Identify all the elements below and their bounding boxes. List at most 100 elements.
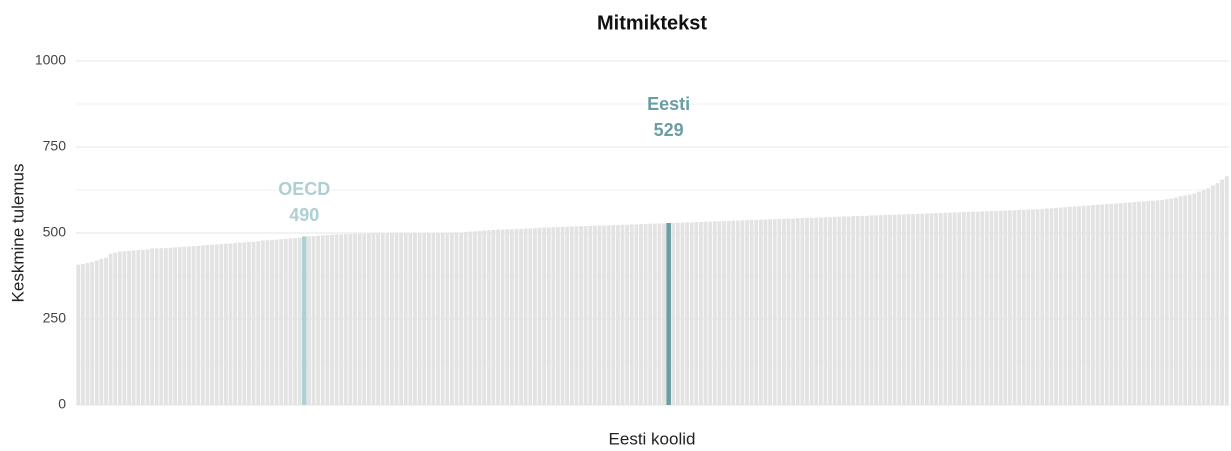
bar	[823, 217, 828, 405]
bar	[1086, 205, 1091, 405]
bar	[569, 226, 574, 405]
bar	[1114, 203, 1118, 405]
bar	[897, 214, 902, 405]
bar	[394, 233, 399, 405]
bar	[449, 232, 454, 405]
bar	[934, 213, 939, 405]
bar	[865, 215, 869, 405]
bar	[117, 251, 122, 405]
bar	[473, 231, 477, 405]
bar	[957, 212, 962, 405]
y-tick-label: 750	[43, 138, 67, 154]
bar	[228, 243, 233, 405]
y-tick-label: 0	[58, 396, 66, 412]
bar	[998, 210, 1003, 405]
bar	[145, 249, 150, 405]
bar	[293, 238, 297, 405]
bar	[1100, 204, 1105, 405]
bar	[113, 252, 118, 405]
bar	[94, 260, 99, 405]
bar	[343, 234, 348, 405]
bar	[943, 212, 948, 405]
bar	[417, 233, 422, 405]
bar	[994, 210, 998, 405]
bar	[542, 227, 547, 405]
bar	[1054, 207, 1058, 405]
bar	[680, 222, 685, 405]
bar	[699, 221, 703, 405]
bar	[1031, 209, 1035, 405]
bar	[320, 235, 325, 405]
bar	[675, 222, 680, 405]
bar	[1049, 208, 1054, 405]
bar	[689, 222, 694, 405]
bar	[1137, 201, 1141, 405]
bar	[519, 228, 523, 405]
bar	[620, 224, 625, 405]
bar	[1067, 206, 1072, 405]
bar	[726, 220, 731, 405]
bar	[85, 262, 90, 405]
bar	[717, 221, 722, 405]
bar	[846, 216, 851, 405]
bar	[874, 215, 879, 405]
bar	[357, 233, 362, 405]
bar	[971, 211, 975, 405]
value-label: 490	[289, 205, 319, 225]
bar	[740, 220, 745, 405]
bar	[1072, 206, 1077, 405]
y-axis-title: Keskmine tulemus	[8, 164, 27, 303]
bar	[514, 228, 519, 405]
bar	[330, 234, 334, 405]
bar	[892, 214, 897, 405]
bar	[1201, 190, 1206, 405]
bar	[1206, 188, 1211, 405]
bar	[376, 233, 380, 405]
bar	[500, 229, 505, 405]
bar	[482, 230, 487, 405]
bar	[219, 244, 224, 405]
bar	[560, 226, 565, 405]
bar	[722, 220, 726, 405]
bar	[1058, 207, 1063, 405]
bar	[805, 217, 809, 405]
bar	[528, 228, 533, 405]
bar	[251, 241, 256, 405]
bar	[288, 238, 293, 405]
bar	[606, 225, 611, 405]
bar	[980, 211, 985, 405]
bar	[385, 233, 390, 405]
bar	[662, 223, 666, 405]
bar	[551, 227, 556, 405]
bar	[108, 253, 113, 405]
bar	[938, 213, 943, 405]
highlight-label: Eesti	[647, 94, 690, 114]
bar	[122, 251, 127, 405]
y-tick-label: 500	[43, 224, 67, 240]
bar	[150, 248, 155, 405]
bar	[639, 224, 643, 405]
bar	[1026, 209, 1031, 405]
bar	[855, 216, 860, 405]
bar	[270, 239, 274, 405]
bar	[90, 261, 95, 405]
bar	[399, 233, 404, 405]
bar	[237, 242, 242, 405]
bar	[348, 234, 353, 405]
bar	[745, 220, 749, 405]
bar	[1197, 191, 1201, 405]
bar	[279, 239, 284, 405]
bar	[814, 217, 819, 405]
bar	[948, 212, 952, 405]
bar	[81, 263, 85, 405]
bar	[809, 217, 814, 405]
bar	[311, 236, 316, 405]
bar	[901, 214, 906, 405]
bar	[131, 250, 136, 405]
bar	[1081, 205, 1086, 405]
bar	[1150, 200, 1155, 405]
bar	[390, 233, 394, 405]
bar	[168, 247, 173, 405]
bar	[256, 241, 261, 405]
bar	[975, 211, 980, 405]
